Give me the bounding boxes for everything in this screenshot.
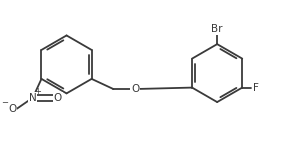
Text: O: O (8, 104, 17, 114)
Text: O: O (54, 93, 62, 103)
Text: N: N (29, 93, 37, 103)
Text: +: + (35, 87, 41, 96)
Text: −: − (1, 98, 8, 107)
Text: F: F (253, 83, 259, 93)
Text: Br: Br (212, 24, 223, 34)
Text: O: O (131, 84, 139, 94)
